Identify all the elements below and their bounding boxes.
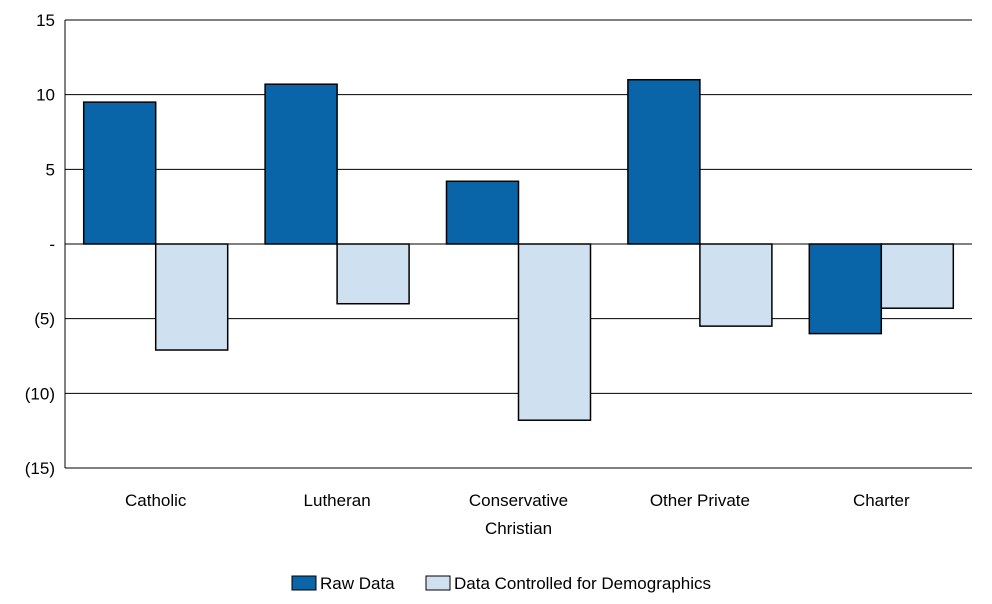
- x-axis-category-labels: Catholic Lutheran Conservative Christian Oth…: [125, 491, 910, 538]
- y-tick-label: -: [49, 235, 55, 254]
- bar-raw-data: [82, 101, 157, 245]
- bars: [82, 78, 955, 421]
- y-tick-label: (5): [34, 310, 55, 329]
- x-category-label: Charter: [853, 491, 910, 510]
- bar-controlled-data: [699, 243, 773, 327]
- y-tick-label: 15: [36, 11, 55, 30]
- x-category-label: Other Private: [650, 491, 750, 510]
- y-tick-label: 10: [36, 86, 55, 105]
- legend-swatch: [291, 575, 317, 591]
- bar-controlled-data: [517, 243, 592, 421]
- y-tick-label: (10): [25, 384, 55, 403]
- x-category-label: Catholic: [125, 491, 187, 510]
- bar-raw-data: [445, 180, 520, 245]
- bar-raw-data: [264, 83, 338, 245]
- x-category-label: Lutheran: [304, 491, 371, 510]
- x-category-label: Conservative: [469, 491, 568, 510]
- x-category-label: Christian: [485, 519, 552, 538]
- legend-label: Raw Data: [320, 574, 395, 593]
- legend-label: Data Controlled for Demographics: [454, 574, 711, 593]
- bar-controlled-data: [336, 243, 410, 305]
- bar-controlled-data: [154, 243, 229, 351]
- legend: Raw Data Data Controlled for Demographics: [291, 574, 711, 593]
- y-tick-label: (15): [25, 459, 55, 478]
- bar-raw-data: [627, 78, 701, 245]
- y-axis-tick-labels: 15 10 5 - (5) (10) (15): [25, 11, 55, 478]
- legend-swatch: [425, 575, 451, 591]
- y-tick-label: 5: [46, 160, 55, 179]
- bar-controlled-data: [880, 243, 955, 309]
- bar-raw-data: [808, 243, 883, 335]
